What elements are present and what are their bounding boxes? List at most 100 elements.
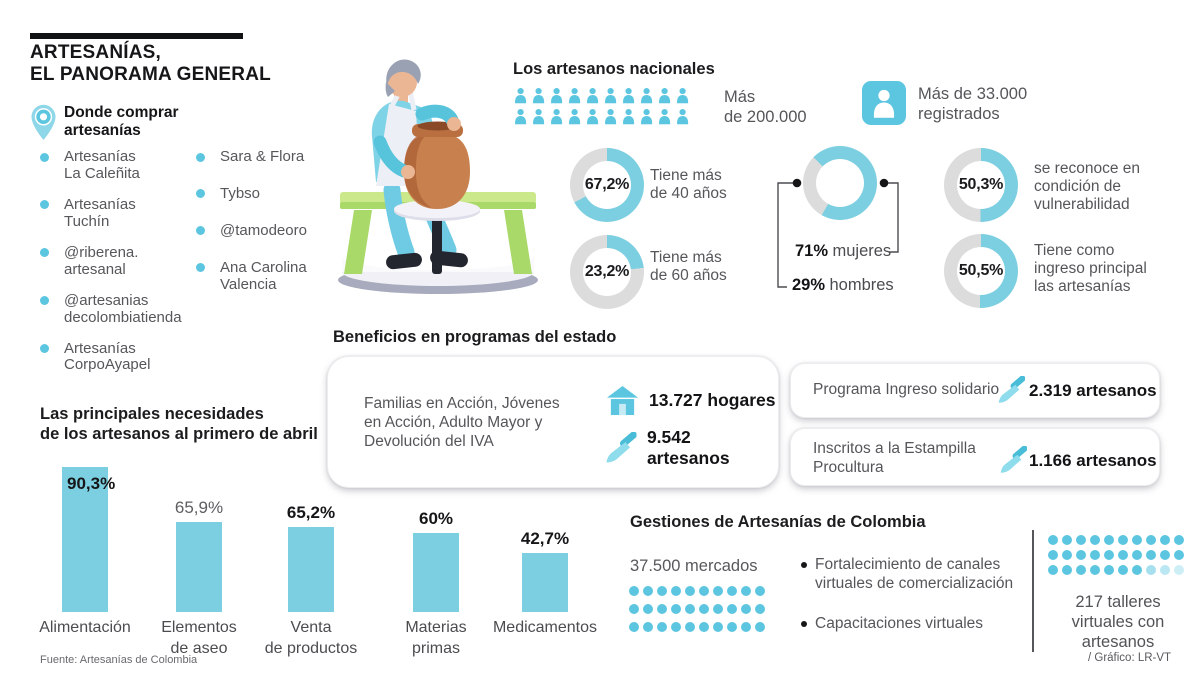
dot	[1146, 550, 1156, 560]
dot	[713, 622, 723, 632]
dot	[685, 586, 695, 596]
dot	[657, 604, 667, 614]
ingreso-solidario-box: Programa Ingreso solidario 2.319 artesan…	[790, 363, 1160, 418]
list-item: Capacitaciones virtuales	[800, 614, 1030, 633]
men-pct: 29%	[792, 276, 826, 294]
dot	[741, 604, 751, 614]
dot	[1118, 550, 1128, 560]
dot	[1160, 535, 1170, 545]
dot	[1160, 550, 1170, 560]
dot	[1076, 550, 1086, 560]
person-icon	[640, 108, 653, 125]
person-icon	[658, 108, 671, 125]
dot	[1062, 535, 1072, 545]
donut-value: 50,3%	[958, 176, 1004, 193]
list-item: Artesanías Tuchín	[38, 196, 188, 231]
list-item: @riberena. artesanal	[38, 244, 188, 279]
households-value: 13.727 hogares	[649, 390, 776, 410]
dot	[671, 622, 681, 632]
potter-illustration	[338, 59, 538, 294]
dot	[1104, 535, 1114, 545]
dot	[1076, 535, 1086, 545]
bar-category-label: Materias primas	[405, 619, 467, 657]
total-artisans-label: Más de 200.000	[724, 88, 807, 126]
dot	[727, 586, 737, 596]
dot	[1118, 535, 1128, 545]
donut-over-40-label: Tiene más de 40 años	[650, 167, 727, 202]
dots-row	[1048, 550, 1184, 560]
dot	[755, 622, 765, 632]
bar-value-label: 65,9%	[174, 498, 224, 517]
dot	[699, 604, 709, 614]
dot	[1146, 535, 1156, 545]
bar-chart-title: Las principales necesidades de los artes…	[40, 405, 318, 443]
person-icon	[640, 87, 653, 104]
gestiones-bullets: Fortalecimiento de canales virtuales de …	[800, 555, 1030, 655]
donut-over-40: 67,2%	[570, 148, 644, 222]
estampilla-value: 1.166 artesanos	[1029, 451, 1157, 470]
where-to-buy-heading: Donde comprar artesanías	[64, 104, 179, 139]
dot	[1062, 550, 1072, 560]
dot	[671, 586, 681, 596]
dot	[643, 604, 653, 614]
list-item: Fortalecimiento de canales virtuales de …	[800, 555, 1030, 593]
donut-over-60-label: Tiene más de 60 años	[650, 249, 727, 284]
dot	[1160, 565, 1170, 575]
bar-value-label: 90,3%	[67, 474, 116, 493]
dot	[741, 586, 751, 596]
donut-vulnerability-label: se reconoce en condición de vulnerabilid…	[1034, 160, 1140, 213]
bar-category-label: Venta de productos	[264, 619, 358, 657]
dot	[755, 604, 765, 614]
dot	[713, 586, 723, 596]
dot	[1132, 565, 1142, 575]
bar	[176, 522, 222, 612]
list-item: Ana Carolina Valencia	[194, 259, 329, 294]
title-accent-bar	[30, 33, 243, 39]
dot	[1104, 565, 1114, 575]
mercados-dots	[629, 586, 765, 640]
donut-vulnerability: 50,3%	[944, 148, 1018, 222]
dot	[671, 604, 681, 614]
dot	[629, 586, 639, 596]
dot	[727, 604, 737, 614]
list-item: Artesanías La Caleñita	[38, 148, 188, 183]
dot	[1118, 565, 1128, 575]
ingreso-solidario-label: Programa Ingreso solidario	[813, 381, 1000, 398]
dot	[1048, 550, 1058, 560]
dot	[629, 622, 639, 632]
dot	[643, 586, 653, 596]
women-pct: 71%	[795, 242, 829, 260]
benefits-stat-households: 13.727 hogares	[606, 385, 775, 416]
talleres-label: 217 talleres virtuales con artesanos	[1071, 593, 1165, 652]
bar	[413, 533, 459, 612]
dot	[1174, 535, 1184, 545]
donut-value: 23,2%	[584, 263, 630, 280]
gender-callout-lines	[777, 178, 899, 288]
dot	[657, 622, 667, 632]
dot	[741, 622, 751, 632]
bar-value-label: 65,2%	[286, 503, 336, 522]
registered-label: Más de 33.000 registrados	[918, 85, 1028, 123]
dot	[1062, 565, 1072, 575]
list-item: @tamodeoro	[194, 222, 329, 240]
gestiones-heading: Gestiones de Artesanías de Colombia	[630, 513, 926, 531]
dot	[1090, 565, 1100, 575]
dot	[1132, 535, 1142, 545]
dot	[1076, 565, 1086, 575]
dot	[713, 604, 723, 614]
dot	[699, 586, 709, 596]
dot	[699, 622, 709, 632]
dots-row	[629, 622, 765, 632]
person-icon	[676, 108, 689, 125]
dots-row	[629, 604, 765, 614]
dots-row	[629, 586, 765, 596]
bar-category-label: Medicamentos	[492, 619, 598, 636]
dot	[643, 622, 653, 632]
dot	[1132, 550, 1142, 560]
donut-main-income: 50,5%	[944, 234, 1018, 308]
source-credit: Fuente: Artesanías de Colombia	[40, 654, 198, 666]
dot	[629, 604, 639, 614]
bar	[288, 527, 334, 612]
list-item: Artesanías CorpoAyapel	[38, 340, 188, 375]
